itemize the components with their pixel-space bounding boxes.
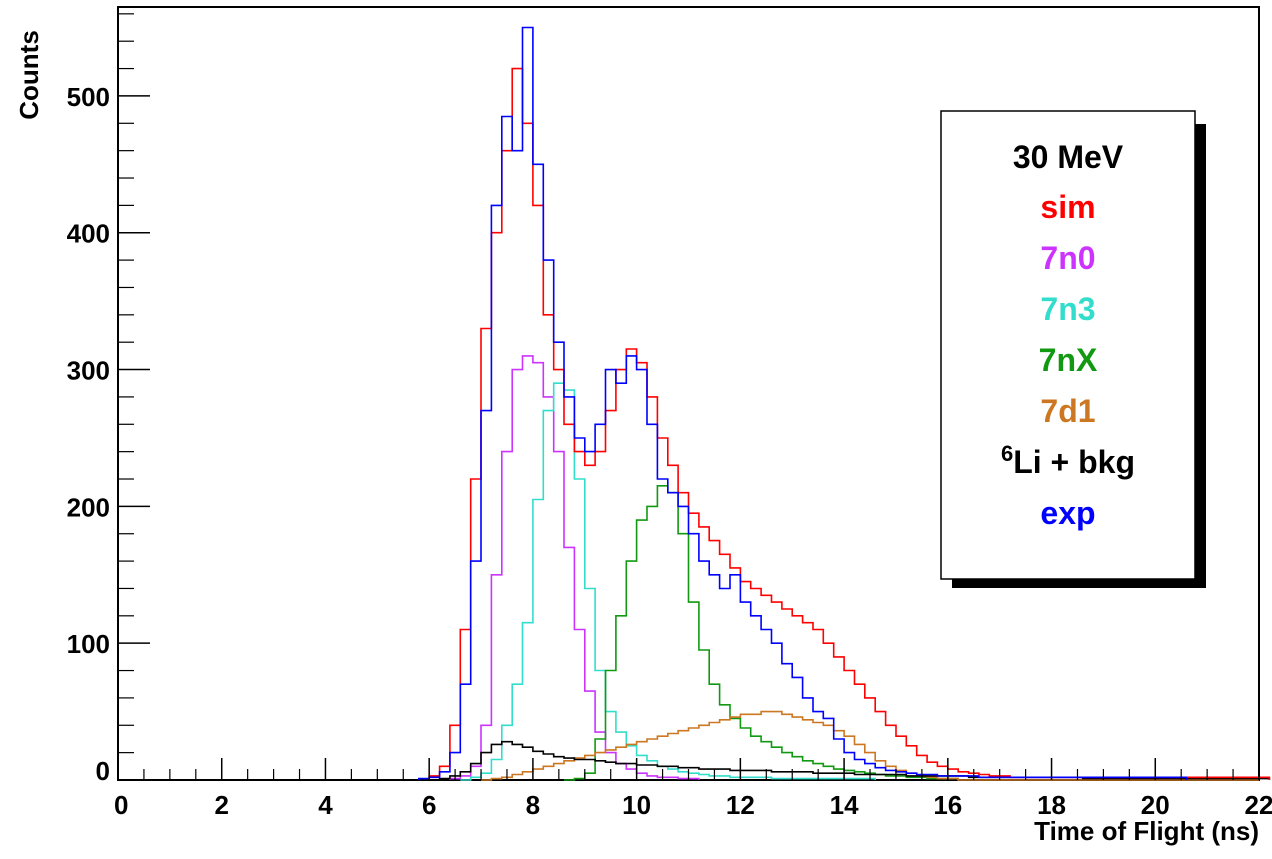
- x-tick-label: 8: [526, 790, 540, 820]
- y-tick-label: 300: [67, 356, 110, 386]
- y-tick-label: 100: [67, 629, 110, 659]
- legend-box: [940, 110, 1196, 580]
- series-7d1: [481, 710, 1259, 781]
- series-6li-bkg: [438, 740, 1271, 780]
- x-tick-label: 16: [933, 790, 962, 820]
- y-tick-label: 200: [67, 492, 110, 522]
- legend-entry: 7nX: [1039, 342, 1098, 378]
- legend-entry: exp: [1040, 495, 1095, 531]
- y-axis-title: Counts: [14, 30, 44, 120]
- x-axis-title: Time of Flight (ns): [1034, 816, 1259, 846]
- series-7n3: [460, 382, 876, 781]
- legend-entry: 6Li + bkg: [1001, 441, 1135, 480]
- x-tick-label: 14: [830, 790, 859, 820]
- legend-title: 30 MeV: [1013, 139, 1124, 175]
- x-tick-label: 22: [1245, 790, 1272, 820]
- x-tick-label: 20: [1141, 790, 1170, 820]
- x-tick-label: 6: [422, 790, 436, 820]
- series-layer: [418, 26, 1271, 781]
- x-tick-label: 4: [318, 790, 333, 820]
- legend-entry: 7n0: [1040, 240, 1095, 276]
- series-exp: [418, 26, 1188, 780]
- x-tick-label: 12: [726, 790, 755, 820]
- y-tick-label: 400: [67, 219, 110, 249]
- x-tick-label: 2: [214, 790, 228, 820]
- y-tick-label: 500: [67, 82, 110, 112]
- x-tick-label: 0: [114, 790, 128, 820]
- legend-entry: 7d1: [1040, 393, 1095, 429]
- legend-entry: 7n3: [1040, 291, 1095, 327]
- legend-entries: 30 MeV sim 7n0 7n3 7nX 7d1 6Li + bkg exp: [1001, 139, 1135, 531]
- x-tick-label: 10: [622, 790, 651, 820]
- y-tick-label: 0: [96, 756, 110, 786]
- legend-entry: sim: [1040, 189, 1095, 225]
- legend: 30 MeV sim 7n0 7n3 7nX 7d1 6Li + bkg exp: [940, 110, 1206, 588]
- series-7n0: [449, 355, 700, 780]
- x-tick-label: 18: [1037, 790, 1066, 820]
- axis-layer: 0 2 4 6 8 10 12 14 16 18 20 22 0 100 200 300 400 500: [67, 13, 1272, 820]
